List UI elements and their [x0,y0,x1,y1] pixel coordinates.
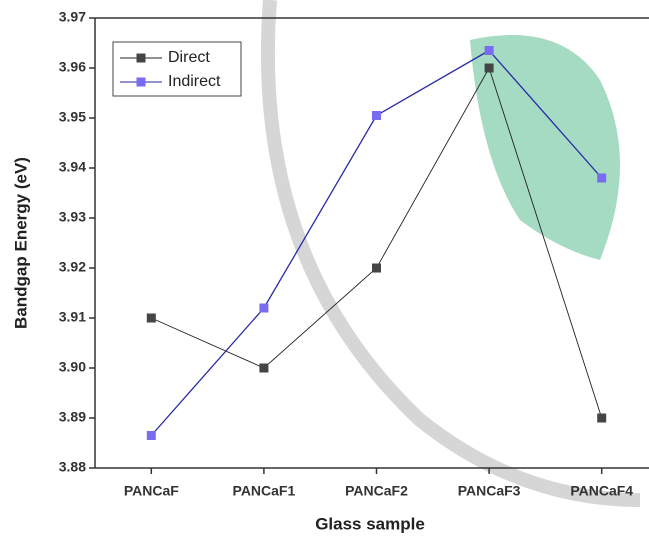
point [597,174,606,183]
point [259,364,268,373]
x-axis-title: Glass sample [315,514,425,533]
page: Glass sample Bandgap Energy (eV) 3.88 3.8… [0,0,649,539]
point [372,264,381,273]
y-tick-label: 3.88 [59,459,86,475]
point [485,46,494,55]
point [597,414,606,423]
x-tick-label: PANCaF2 [345,483,408,499]
legend-label: Indirect [168,73,221,90]
y-tick-label: 3.90 [59,359,86,375]
watermark [268,0,640,500]
x-tick-label: PANCaF3 [458,483,521,499]
y-tick-label: 3.89 [59,409,86,425]
y-tick-label: 3.93 [59,209,86,225]
legend-marker [137,78,146,87]
y-tick-label: 3.92 [59,259,86,275]
point [372,111,381,120]
y-tick-label: 3.96 [59,59,86,75]
y-tick-label: 3.97 [59,9,86,25]
point [147,431,156,440]
y-axis-title: Bandgap Energy (eV) [11,157,30,329]
x-tick-label: PANCaF4 [570,483,633,499]
y-tick-label: 3.95 [59,109,86,125]
point [259,304,268,313]
legend-marker [137,54,146,63]
y-tick-label: 3.94 [59,159,86,175]
point [485,64,494,73]
x-tick-label: PANCaF [124,483,179,499]
x-tick-label: PANCaF1 [233,483,296,499]
chart: Glass sample Bandgap Energy (eV) 3.88 3.8… [0,0,649,539]
y-tick-label: 3.91 [59,309,86,325]
legend-label: Direct [168,49,210,66]
point [147,314,156,323]
